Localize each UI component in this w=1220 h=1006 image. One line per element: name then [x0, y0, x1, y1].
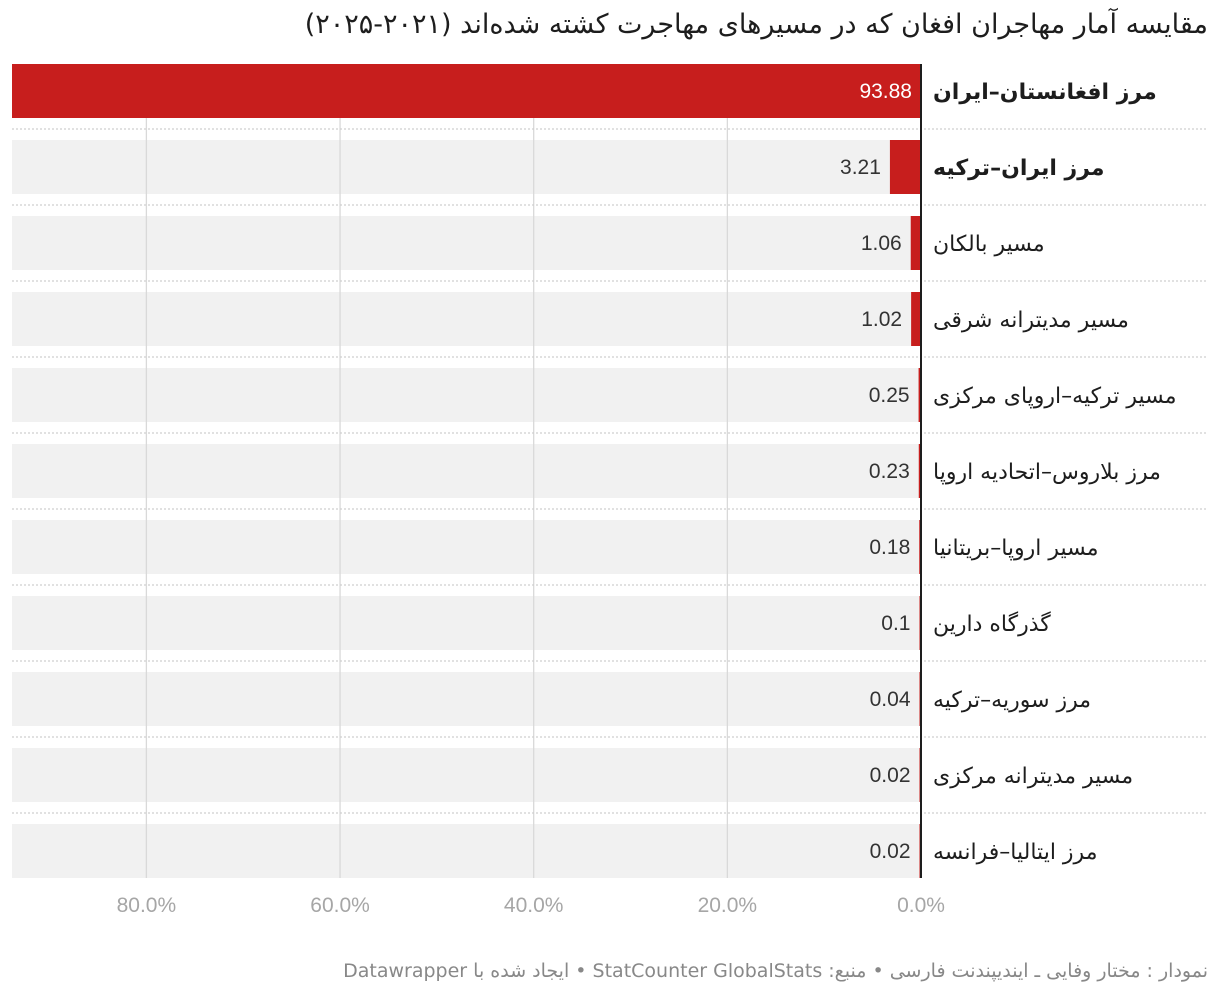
- bar: [910, 216, 921, 270]
- value-label: 0.02: [870, 764, 911, 787]
- category-label: مرز ایتالیا–فرانسه: [933, 840, 1097, 865]
- category-label: مرز بلاروس–اتحادیه اروپا: [933, 460, 1161, 485]
- x-tick-label: 20.0%: [698, 894, 758, 917]
- row-background: [12, 216, 921, 270]
- value-label: 1.02: [861, 308, 902, 331]
- row-background: [12, 444, 921, 498]
- row-background: [12, 596, 921, 650]
- category-label: مسیر ترکیه–اروپای مرکزی: [933, 384, 1177, 409]
- bar: [918, 368, 921, 422]
- bar: [889, 140, 921, 194]
- category-label: مرز افغانستان–ایران: [933, 80, 1157, 105]
- value-label: 0.18: [869, 536, 910, 559]
- value-label: 3.21: [840, 156, 881, 179]
- row-background: [12, 520, 921, 574]
- x-tick-label: 0.0%: [897, 894, 945, 917]
- bars: [12, 64, 921, 878]
- bar: [12, 64, 921, 118]
- category-label: مرز سوریه–ترکیه: [933, 688, 1091, 713]
- chart-footer: نمودار : مختار وفایی ـ ایندیپندنت فارسی …: [343, 960, 1208, 982]
- row-background: [12, 672, 921, 726]
- value-label: 1.06: [861, 232, 902, 255]
- chart-title: مقایسه آمار مهاجران افغان که در مسیرهای …: [304, 9, 1208, 40]
- row-background: [12, 748, 921, 802]
- x-tick-label: 40.0%: [504, 894, 564, 917]
- category-label: گذرگاه دارین: [933, 611, 1051, 637]
- category-label: مسیر مدیترانه شرقی: [933, 308, 1129, 333]
- value-labels: 93.88 3.21 1.06 1.02 0.25 0.23 0.18 0.1 0.04 0.02…: [840, 80, 912, 863]
- x-axis-tick-labels: 0.0% 20.0% 40.0% 60.0% 80.0%: [117, 894, 945, 917]
- row-background: [12, 824, 921, 878]
- x-tick-label: 80.0%: [117, 894, 177, 917]
- value-label: 0.23: [869, 460, 910, 483]
- value-label: 93.88: [859, 80, 912, 103]
- x-tick-label: 60.0%: [310, 894, 370, 917]
- row-separators: [12, 128, 1208, 814]
- row-background: [12, 368, 921, 422]
- value-label: 0.1: [881, 612, 910, 635]
- value-label: 0.25: [869, 384, 910, 407]
- value-label: 0.02: [870, 840, 911, 863]
- row-background: [12, 292, 921, 346]
- category-label: مرز ایران–ترکیه: [933, 156, 1105, 181]
- category-label: مسیر اروپا–بریتانیا: [933, 536, 1099, 561]
- category-label: مسیر مدیترانه مرکزی: [933, 764, 1133, 789]
- bar: [911, 292, 921, 346]
- gridlines: [145, 118, 728, 878]
- category-label: مسیر بالکان: [933, 232, 1045, 257]
- value-label: 0.04: [870, 688, 911, 711]
- row-background: [12, 140, 921, 194]
- row-backgrounds: [12, 64, 921, 878]
- category-labels: مرز افغانستان–ایران مرز ایران–ترکیه مسیر ب…: [933, 80, 1177, 865]
- bar: [918, 444, 921, 498]
